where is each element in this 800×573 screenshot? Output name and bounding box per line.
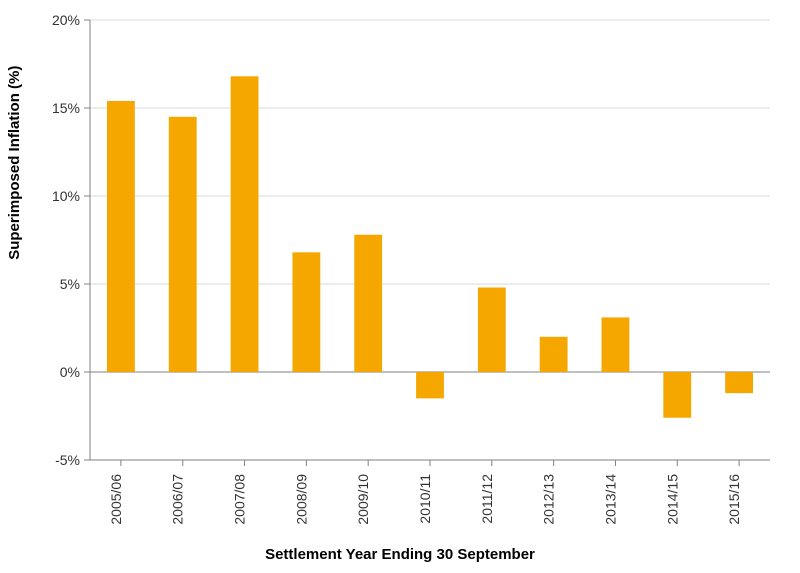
x-tick-label: 2006/07: [170, 474, 186, 525]
bar: [478, 288, 506, 372]
x-tick-label: 2012/13: [541, 474, 557, 525]
y-axis-label: Superimposed Inflation (%): [6, 65, 23, 259]
y-tick-label: 15%: [52, 100, 80, 116]
y-tick-label: 5%: [60, 276, 80, 292]
x-tick-label: 2008/09: [293, 474, 309, 525]
inflation-bar-chart: -5% 0% 5% 10% 15% 20% 2005/06 2006/07 2007/08 200…: [0, 0, 800, 573]
bar: [354, 235, 382, 372]
x-tick-label: 2005/06: [108, 474, 124, 525]
bar: [540, 337, 568, 372]
bar: [169, 117, 197, 372]
bar: [292, 252, 320, 372]
bar: [725, 372, 753, 393]
bar: [602, 317, 630, 372]
y-tick-label: 0%: [60, 364, 80, 380]
bar: [107, 101, 135, 372]
x-tick-label: 2011/12: [479, 474, 495, 524]
y-tick-label: 10%: [52, 188, 80, 204]
bar: [663, 372, 691, 418]
x-tick-label: 2013/14: [602, 474, 618, 525]
bar: [416, 372, 444, 398]
x-axis-label: Settlement Year Ending 30 September: [0, 546, 800, 563]
x-tick-label: 2014/15: [664, 474, 680, 525]
y-tick-label: 20%: [52, 12, 80, 28]
x-tick-label: 2010/11: [417, 474, 433, 524]
x-tick-label: 2009/10: [355, 474, 371, 525]
bar: [231, 76, 259, 372]
y-tick-label: -5%: [55, 452, 80, 468]
x-tick-label: 2015/16: [726, 474, 742, 525]
chart-svg: -5% 0% 5% 10% 15% 20% 2005/06 2006/07 2007/08 200…: [0, 0, 800, 573]
x-tick-label: 2007/08: [232, 474, 248, 525]
